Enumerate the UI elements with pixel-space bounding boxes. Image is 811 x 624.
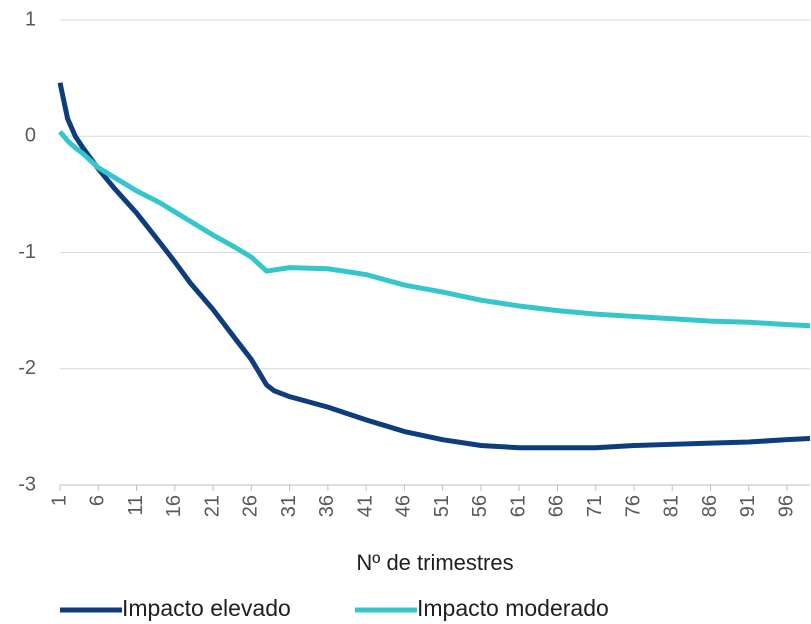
x-tick-label: 21 xyxy=(201,495,223,517)
x-tick-label: 86 xyxy=(699,495,721,517)
y-tick-label: -3 xyxy=(18,473,36,495)
y-tick-label: -1 xyxy=(18,241,36,263)
x-tick-label: 56 xyxy=(469,495,491,517)
x-tick-label: 96 xyxy=(775,495,797,517)
x-tick-label: 81 xyxy=(661,495,683,517)
x-tick-label: 6 xyxy=(87,495,109,506)
x-tick-label: 36 xyxy=(316,495,338,517)
legend-label: Impacto moderado xyxy=(417,595,609,621)
legend-label: Impacto elevado xyxy=(122,595,291,621)
x-tick-label: 76 xyxy=(622,495,644,517)
x-axis-title: Nº de trimestres xyxy=(356,550,513,575)
y-tick-label: 1 xyxy=(25,8,36,30)
x-tick-label: 31 xyxy=(278,495,300,517)
y-tick-label: 0 xyxy=(25,125,36,147)
x-tick-label: 16 xyxy=(163,495,185,517)
x-tick-label: 66 xyxy=(546,495,568,517)
x-tick-label: 41 xyxy=(354,495,376,517)
x-tick-label: 71 xyxy=(584,495,606,517)
x-tick-label: 26 xyxy=(240,495,262,517)
series-line xyxy=(57,82,811,451)
x-tick-label: 46 xyxy=(393,495,415,517)
x-tick-label: 51 xyxy=(431,495,453,517)
x-tick-label: 1 xyxy=(48,495,70,506)
x-tick-label: 91 xyxy=(737,495,759,517)
x-tick-label: 61 xyxy=(507,495,529,517)
series-line xyxy=(58,130,811,329)
x-tick-label: 11 xyxy=(125,495,147,516)
y-tick-label: -2 xyxy=(18,357,36,379)
